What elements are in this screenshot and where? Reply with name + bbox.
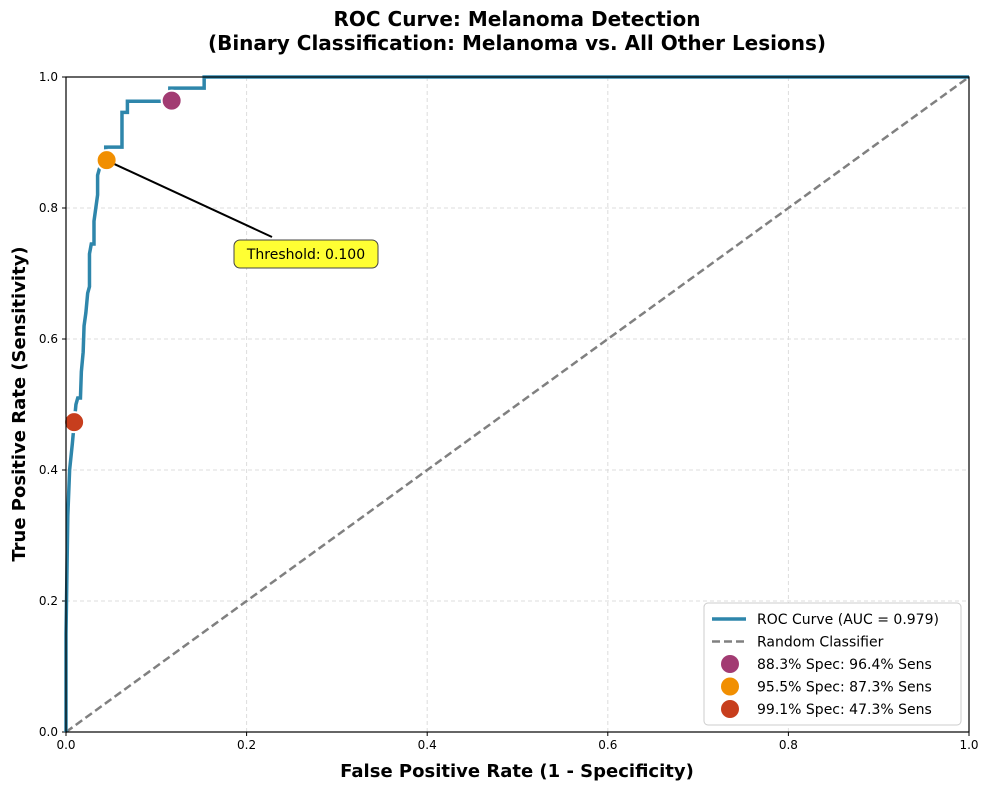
legend-swatch-dot <box>721 677 739 696</box>
y-tick-label: 0.6 <box>39 332 58 346</box>
legend-label: 99.1% Spec: 47.3% Sens <box>757 702 932 718</box>
y-tick-label: 1.0 <box>39 70 58 84</box>
y-axis-label: True Positive Rate (Sensitivity) <box>9 246 30 561</box>
y-tick-label: 0.4 <box>39 463 58 477</box>
operating-point <box>63 411 86 434</box>
legend-label: ROC Curve (AUC = 0.979) <box>757 612 939 628</box>
x-tick-label: 1.0 <box>959 738 978 752</box>
legend-swatch-dot <box>721 700 739 718</box>
x-tick-label: 0.6 <box>598 738 617 752</box>
y-tick-label: 0.2 <box>39 594 58 608</box>
x-tick-label: 0.2 <box>237 738 256 752</box>
annotation-arrow <box>114 163 273 238</box>
operating-point <box>95 149 118 172</box>
random-classifier-line <box>65 75 970 734</box>
x-tick-label: 0.4 <box>418 738 437 752</box>
chart-title: ROC Curve: Melanoma Detection <box>333 7 700 31</box>
y-tick-label: 0.0 <box>39 725 58 739</box>
legend-label: 88.3% Spec: 96.4% Sens <box>757 657 932 673</box>
annotation-text: Threshold: 0.100 <box>246 247 365 263</box>
legend-box <box>703 602 962 726</box>
operating-point <box>160 89 183 112</box>
x-axis-label: False Positive Rate (1 - Specificity) <box>340 761 694 782</box>
annotation-box <box>233 239 379 269</box>
x-tick-label: 0.0 <box>56 738 75 752</box>
legend-label: Random Classifier <box>757 635 884 651</box>
chart-subtitle: (Binary Classification: Melanoma vs. All… <box>208 31 826 55</box>
legend-swatch-dot <box>721 655 739 673</box>
x-tick-label: 0.8 <box>779 738 798 752</box>
roc-curve-line <box>64 75 969 732</box>
legend-label: 95.5% Spec: 87.3% Sens <box>757 680 932 696</box>
y-tick-label: 0.8 <box>39 201 58 215</box>
plot-frame <box>65 76 970 733</box>
